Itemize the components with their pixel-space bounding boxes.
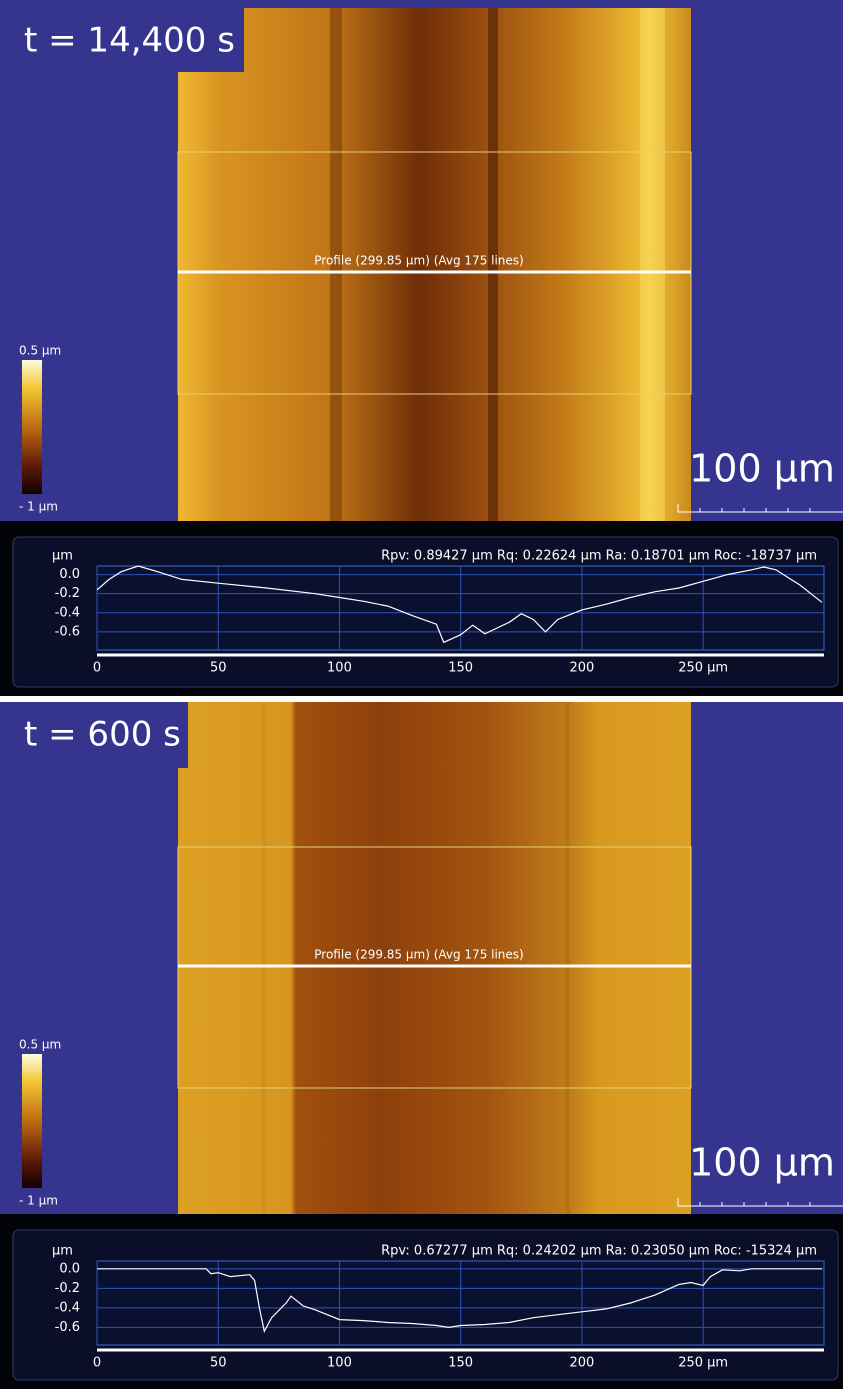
x-tick-label: 0 <box>93 661 101 676</box>
scale-label: 100 µm <box>689 447 835 491</box>
streak <box>640 8 665 521</box>
x-tick-label: 100 <box>327 661 352 676</box>
colorbar <box>22 360 42 494</box>
x-tick-label: 0 <box>93 1356 101 1371</box>
colorbar-min: - 1 µm <box>19 1194 58 1208</box>
scale-bar <box>677 1198 843 1207</box>
y-tick-label: -0.6 <box>55 1320 80 1335</box>
scale-bar <box>677 504 843 513</box>
y-tick-label: -0.2 <box>55 1281 80 1296</box>
colorbar <box>22 1054 42 1188</box>
y-unit: µm <box>52 1244 73 1259</box>
streak <box>330 8 342 521</box>
height-map <box>178 8 691 521</box>
x-tick-label: 200 <box>569 1356 594 1371</box>
profile-curve <box>96 565 823 644</box>
x-tick-label: 150 <box>448 1356 473 1371</box>
profile-label: Profile (299.85 µm) (Avg 175 lines) <box>314 254 523 268</box>
y-tick-label: -0.4 <box>55 1300 80 1315</box>
x-tick-label: 50 <box>210 1356 227 1371</box>
colorbar-min: - 1 µm <box>19 500 58 514</box>
time-label: t = 14,400 s <box>24 21 235 61</box>
x-tick-label: 250 µm <box>678 1356 728 1371</box>
panel: t = 600 s Profile (299.85 µm) (Avg 175 li… <box>0 702 843 1214</box>
stats: Rpv: 0.67277 µm Rq: 0.24202 µm Ra: 0.230… <box>381 1244 817 1259</box>
y-tick-label: 0.0 <box>59 567 80 582</box>
y-tick-label: -0.6 <box>55 624 80 639</box>
panel: t = 14,400 s Profile (299.85 µm) (Avg 175… <box>0 0 843 521</box>
colorbar-max: 0.5 µm <box>19 344 61 358</box>
x-tick-label: 250 µm <box>678 661 728 676</box>
x-tick-label: 150 <box>448 661 473 676</box>
streak <box>262 702 266 1214</box>
stats: Rpv: 0.89427 µm Rq: 0.22624 µm Ra: 0.187… <box>381 549 817 564</box>
streak <box>488 8 498 521</box>
x-tick-label: 200 <box>569 661 594 676</box>
label-box <box>0 0 244 72</box>
colorbar-max: 0.5 µm <box>19 1038 61 1052</box>
y-tick-label: -0.4 <box>55 605 80 620</box>
y-unit: µm <box>52 549 73 564</box>
time-label: t = 600 s <box>24 715 181 755</box>
streak <box>565 702 570 1214</box>
scale-label: 100 µm <box>689 1141 835 1185</box>
y-tick-label: -0.2 <box>55 586 80 601</box>
x-tick-label: 100 <box>327 1356 352 1371</box>
label-box <box>0 702 188 768</box>
profile-curve <box>97 1268 822 1334</box>
profile-chart: 0 50 100 150 200 250 µm 0.0 -0.2 -0.4 -0.6 µm Rpv: … <box>0 1214 843 1389</box>
x-tick-label: 50 <box>210 661 227 676</box>
profile-chart: 0 50 100 150 200 250 µm 0.0 -0.2 -0.4 -0.6 µm Rpv: … <box>0 521 843 696</box>
profile-label: Profile (299.85 µm) (Avg 175 lines) <box>314 948 523 962</box>
y-tick-label: 0.0 <box>59 1261 80 1276</box>
